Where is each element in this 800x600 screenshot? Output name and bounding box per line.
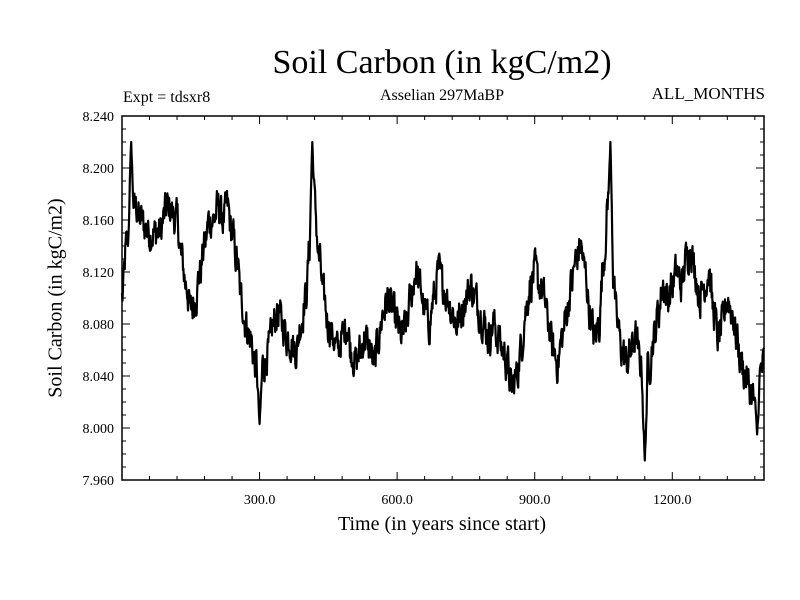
- chart-subtitle: Asselian 297MaBP: [380, 87, 504, 104]
- chart-title: Soil Carbon (in kgC/m2): [272, 44, 612, 81]
- x-tick-label: 600.0: [381, 493, 413, 508]
- y-tick-label: 7.960: [83, 474, 115, 489]
- x-tick-label: 1200.0: [653, 493, 692, 508]
- x-axis-label: Time (in years since start): [337, 513, 547, 535]
- x-tick-label: 300.0: [244, 493, 276, 508]
- y-tick-label: 8.160: [83, 214, 115, 229]
- y-tick-label: 8.080: [83, 318, 115, 333]
- experiment-label: Expt = tdsxr8: [123, 89, 211, 106]
- period-label: ALL_MONTHS: [651, 84, 765, 103]
- y-tick-label: 8.200: [83, 162, 115, 177]
- y-tick-label: 8.040: [83, 370, 115, 385]
- y-tick-label: 8.240: [83, 110, 115, 125]
- series-line-soil-carbon: [120, 140, 765, 462]
- y-tick-label: 8.120: [83, 266, 115, 281]
- y-tick-label: 8.000: [83, 422, 115, 437]
- axis-ticks: [122, 115, 764, 481]
- axis-tick-labels: 7.960 8.000 8.040 8.080 8.120 8.160 8.200 8.240…: [83, 110, 692, 508]
- x-tick-label: 900.0: [519, 493, 551, 508]
